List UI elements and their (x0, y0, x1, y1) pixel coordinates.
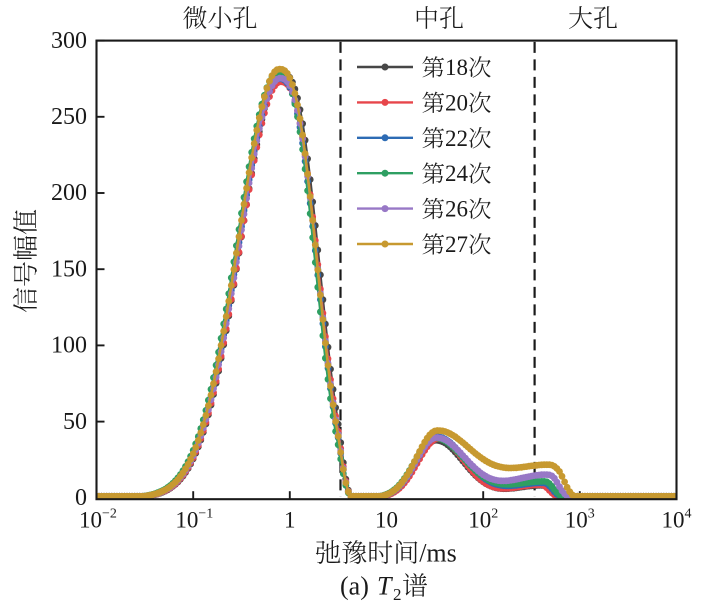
svg-text:/ms: /ms (419, 538, 457, 567)
svg-text:300: 300 (51, 28, 87, 54)
svg-text:T: T (377, 571, 393, 600)
svg-text:0: 0 (75, 485, 87, 511)
svg-text:3: 3 (588, 507, 595, 522)
svg-text:24: 24 (445, 161, 469, 186)
svg-text:2: 2 (393, 585, 402, 604)
svg-text:100: 100 (51, 333, 87, 359)
svg-text:200: 200 (51, 180, 87, 206)
svg-text:22: 22 (445, 126, 468, 151)
svg-text:10: 10 (375, 508, 398, 533)
svg-text:250: 250 (51, 104, 87, 130)
svg-text:10: 10 (79, 508, 102, 533)
svg-text:10: 10 (175, 508, 198, 533)
svg-text:2: 2 (491, 507, 498, 522)
svg-text:10: 10 (468, 508, 491, 533)
svg-text:26: 26 (445, 197, 468, 222)
svg-text:4: 4 (685, 507, 692, 522)
svg-text:150: 150 (51, 256, 87, 282)
svg-text:(a): (a) (340, 571, 375, 600)
svg-text:10: 10 (662, 508, 685, 533)
svg-text:50: 50 (63, 409, 87, 435)
svg-text:1: 1 (284, 508, 296, 533)
svg-text:10: 10 (565, 508, 588, 533)
svg-text:−1: −1 (198, 507, 213, 522)
svg-text:−2: −2 (102, 507, 117, 522)
svg-text:20: 20 (445, 90, 468, 115)
svg-text:18: 18 (445, 55, 468, 80)
svg-text:27: 27 (445, 232, 468, 257)
